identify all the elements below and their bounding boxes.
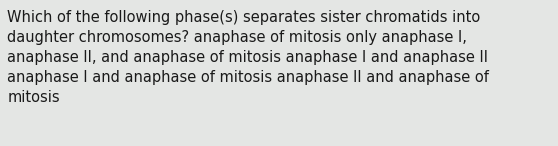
Text: Which of the following phase(s) separates sister chromatids into
daughter chromo: Which of the following phase(s) separate… [7,10,489,105]
